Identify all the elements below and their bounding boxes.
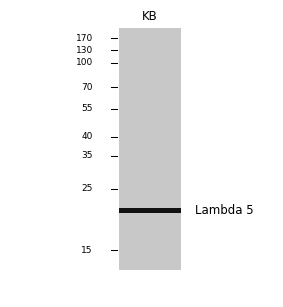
Text: Lambda 5: Lambda 5 (195, 204, 254, 217)
Text: 40: 40 (82, 132, 93, 141)
Text: KB: KB (142, 10, 158, 23)
Text: 170: 170 (76, 34, 93, 43)
Bar (119, 208, 181, 213)
Text: 130: 130 (76, 45, 93, 55)
Text: 25: 25 (82, 184, 93, 193)
Text: 15: 15 (81, 246, 93, 255)
Text: 70: 70 (81, 83, 93, 92)
Bar (119, 28, 181, 270)
Text: 35: 35 (81, 151, 93, 161)
Text: 55: 55 (81, 104, 93, 114)
Text: 100: 100 (76, 58, 93, 68)
